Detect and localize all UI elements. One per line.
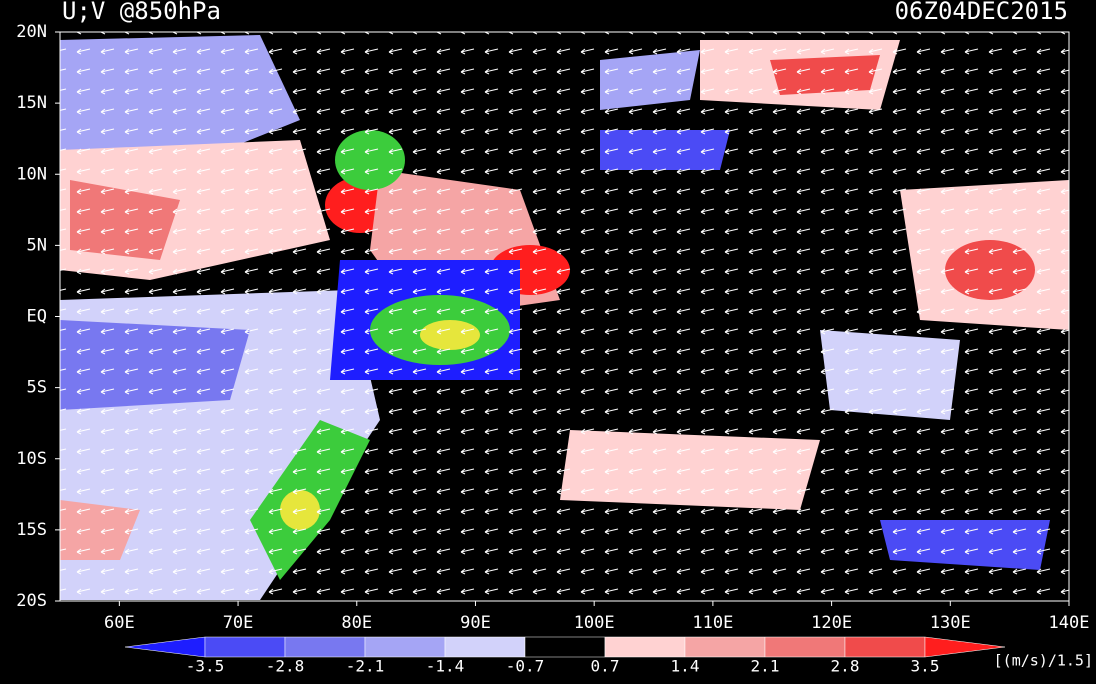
lat-label: 20N bbox=[16, 22, 47, 42]
colorbar-segment bbox=[604, 636, 686, 658]
lon-label: 130E bbox=[930, 613, 971, 633]
colorbar: -3.5 -2.8 -2.1 -1.4 -0.7 0.7 1.4 2.1 2.8 3.5 bbox=[124, 636, 1006, 676]
colorbar-segment bbox=[764, 636, 846, 658]
colorbar-segment bbox=[124, 636, 206, 658]
lon-label: 90E bbox=[460, 613, 491, 633]
colorbar-segment bbox=[924, 636, 1006, 658]
colorbar-label: -2.1 bbox=[346, 657, 385, 676]
colorbar-label: 2.8 bbox=[831, 657, 860, 676]
lat-label: 10S bbox=[16, 449, 47, 469]
lat-label: 5N bbox=[27, 235, 47, 255]
axes: 60E 70E 80E 90E 100E 110E 120E 130E 140E 20N 15N 10… bbox=[16, 22, 1089, 633]
colorbar-label: 1.4 bbox=[671, 657, 700, 676]
wind-vectors bbox=[60, 32, 1069, 601]
lat-label: 15N bbox=[16, 93, 47, 113]
lat-label: 20S bbox=[16, 591, 47, 611]
colorbar-label: -0.7 bbox=[506, 657, 545, 676]
plot-title: U;V @850hPa bbox=[62, 0, 221, 25]
lon-label: 120E bbox=[811, 613, 852, 633]
lat-label: 10N bbox=[16, 164, 47, 184]
colorbar-unit: [(m/s)/1.5] bbox=[994, 652, 1093, 670]
lon-label: 80E bbox=[341, 613, 372, 633]
lon-label: 100E bbox=[574, 613, 615, 633]
plot-time: 06Z04DEC2015 bbox=[895, 0, 1068, 25]
colorbar-segment bbox=[684, 636, 766, 658]
lon-label: 110E bbox=[692, 613, 733, 633]
colorbar-segment bbox=[524, 636, 606, 658]
lon-label: 140E bbox=[1049, 613, 1090, 633]
colorbar-label: 3.5 bbox=[911, 657, 940, 676]
colorbar-label: 0.7 bbox=[591, 657, 620, 676]
colorbar-label: -2.8 bbox=[266, 657, 305, 676]
colorbar-label: 2.1 bbox=[751, 657, 780, 676]
colorbar-segment bbox=[364, 636, 446, 658]
colorbar-segment bbox=[444, 636, 526, 658]
lat-label: EQ bbox=[27, 307, 47, 327]
colorbar-label: -3.5 bbox=[186, 657, 225, 676]
lon-label: 70E bbox=[223, 613, 254, 633]
colorbar-segment bbox=[204, 636, 286, 658]
colorbar-segment bbox=[284, 636, 366, 658]
field bbox=[60, 32, 1069, 601]
colorbar-label: -1.4 bbox=[426, 657, 465, 676]
lat-label: 5S bbox=[27, 378, 47, 398]
lon-label: 60E bbox=[104, 613, 135, 633]
colorbar-segment bbox=[844, 636, 926, 658]
lat-label: 15S bbox=[16, 520, 47, 540]
